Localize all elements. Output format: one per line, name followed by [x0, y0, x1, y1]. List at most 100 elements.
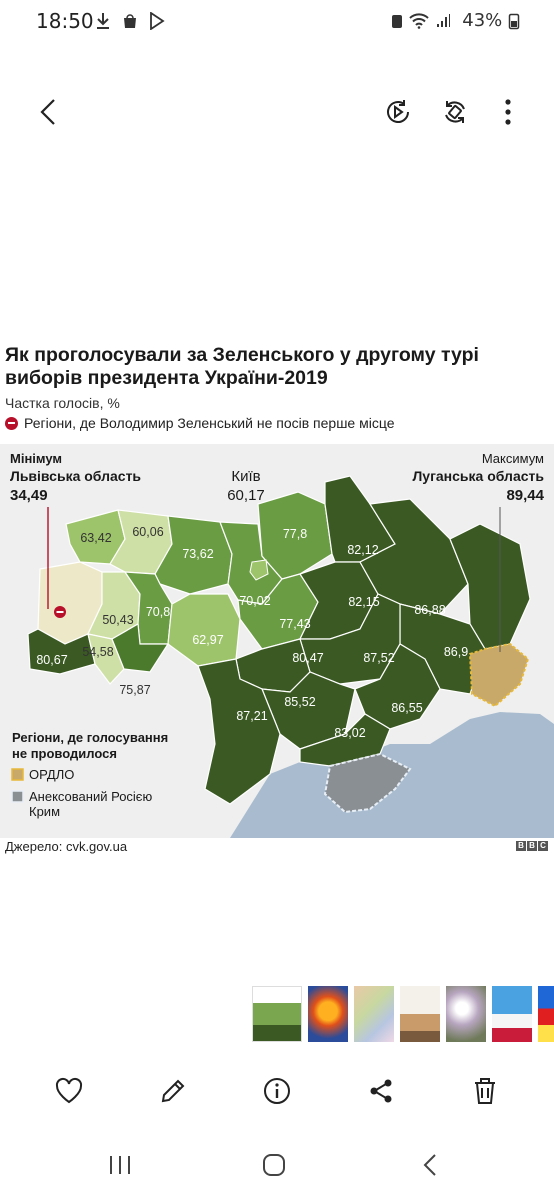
value-kherson: 83,02 — [334, 726, 365, 740]
region-ordlo — [468, 642, 530, 708]
min-label: Мінімум — [10, 451, 62, 466]
info-button[interactable] — [258, 1072, 296, 1110]
edit-button[interactable] — [154, 1072, 192, 1110]
kyiv-label: Київ — [231, 468, 260, 485]
delete-icon — [475, 1078, 495, 1104]
value-khmelnytskyi: 70,8 — [146, 605, 170, 619]
thumb-easter[interactable] — [400, 986, 440, 1042]
thumb-phoenix[interactable] — [308, 986, 348, 1042]
value-chernihiv: 77,8 — [283, 527, 307, 541]
signal-icon — [436, 14, 450, 27]
value-dnipro: 87,52 — [363, 651, 394, 665]
value-kharkiv-a: 82,15 — [348, 595, 379, 609]
battery-percent: 43% — [462, 10, 503, 31]
status-time: 18:50 — [36, 9, 94, 33]
battery-icon — [508, 13, 520, 30]
crimea-label-2: Крим — [29, 804, 60, 819]
home-button[interactable] — [254, 1150, 294, 1180]
value-cherkasy: 77,43 — [279, 617, 310, 631]
region-chernivtsi — [111, 623, 170, 673]
ordlo-label: ОРДЛО — [29, 767, 74, 782]
motion-play-icon — [387, 100, 409, 123]
play-store-icon — [150, 10, 166, 31]
no-vote-title-2: не проводилося — [12, 746, 117, 761]
value-volyn: 63,42 — [80, 531, 111, 545]
thumbnail-strip — [252, 986, 554, 1042]
action-bar — [0, 1066, 554, 1116]
max-label: Максимум — [482, 451, 544, 466]
value-mykolaiv: 85,52 — [284, 695, 315, 709]
crimea-swatch — [11, 790, 24, 803]
info-icon — [264, 1078, 290, 1104]
source-text: Джерело: cvk.gov.ua — [5, 839, 128, 854]
kyiv-value: 60,17 — [227, 487, 265, 504]
rotate-icon — [445, 101, 465, 123]
legend-not-first-label: Регіони, де Володимир Зеленський не посі… — [24, 415, 395, 431]
favorite-button[interactable] — [50, 1072, 88, 1110]
thumb-old-map[interactable] — [354, 986, 394, 1042]
thumb-map[interactable] — [252, 986, 302, 1042]
more-options-button[interactable] — [494, 94, 522, 130]
max-value: 89,44 — [506, 487, 544, 504]
back-icon — [423, 1154, 436, 1176]
region-vinnytsia — [167, 593, 241, 667]
value-ternopil: 50,43 — [102, 613, 133, 627]
more-vertical-icon — [505, 99, 511, 125]
home-icon — [263, 1154, 285, 1176]
value-chernivtsi: 75,87 — [119, 683, 150, 697]
download-icon — [97, 12, 109, 29]
value-odesa: 87,21 — [236, 709, 267, 723]
ukraine-map-svg: 63,42 60,06 73,62 77,8 82,12 50,43 70,8 … — [10, 451, 554, 838]
ordlo-swatch — [11, 768, 24, 781]
image-content: Як проголосували за Зеленського у другом… — [0, 344, 554, 431]
heart-icon — [55, 1077, 83, 1104]
thumb-church[interactable] — [492, 986, 532, 1042]
no-entry-icon — [5, 416, 18, 430]
share-icon — [370, 1079, 392, 1103]
status-right: 43% — [391, 10, 520, 31]
region-kyiv-city — [249, 559, 269, 581]
edit-icon — [161, 1079, 185, 1103]
thumb-forgiveness[interactable] — [538, 986, 554, 1042]
recents-button[interactable] — [100, 1150, 140, 1180]
battery-saver-icon — [392, 15, 403, 28]
value-kyiv-oblast: 70,02 — [239, 594, 270, 608]
status-notification-icons — [96, 10, 166, 31]
value-zakarpattia: 80,67 — [36, 653, 67, 667]
value-sumy: 82,12 — [347, 543, 378, 557]
region-zaporizhzhia — [354, 643, 441, 730]
max-region: Луганська область — [412, 468, 544, 484]
back-arrow-icon — [40, 99, 55, 125]
region-crimea — [323, 752, 412, 814]
chart-title: Як проголосували за Зеленського у другом… — [5, 344, 479, 389]
election-map: 63,42 60,06 73,62 77,8 82,12 50,43 70,8 … — [0, 444, 554, 838]
motion-play-button[interactable] — [380, 94, 416, 130]
crimea-label-1: Анексований Росією — [29, 789, 152, 804]
value-zaporizhzhia: 86,55 — [391, 701, 422, 715]
min-region: Львівська область — [10, 468, 141, 484]
value-ivano-frankivsk: 54,58 — [82, 645, 113, 659]
thumb-willow[interactable] — [446, 986, 486, 1042]
value-kharkiv-b: 86,88 — [414, 603, 445, 617]
value-donetsk: 86,9 — [444, 645, 468, 659]
value-dnipro-w: 80,47 — [292, 651, 323, 665]
value-zhytomyr: 73,62 — [182, 547, 213, 561]
system-back-button[interactable] — [410, 1150, 450, 1180]
share-button[interactable] — [362, 1072, 400, 1110]
wifi-icon — [409, 13, 429, 29]
rotate-button[interactable] — [437, 94, 473, 130]
region-mykolaiv — [261, 671, 356, 750]
legend-not-first: Регіони, де Володимир Зеленський не посі… — [5, 415, 554, 431]
recents-icon — [110, 1156, 130, 1174]
no-vote-title-1: Регіони, де голосування — [12, 730, 168, 745]
viewer-top-bar — [0, 84, 554, 140]
chart-subtitle: Частка голосів, % — [5, 395, 120, 411]
system-nav-bar — [0, 1140, 554, 1190]
bag-icon — [123, 13, 136, 28]
delete-button[interactable] — [466, 1072, 504, 1110]
back-button[interactable] — [30, 92, 66, 132]
value-rivne: 60,06 — [132, 525, 163, 539]
status-bar: 18:50 43% — [0, 0, 554, 44]
